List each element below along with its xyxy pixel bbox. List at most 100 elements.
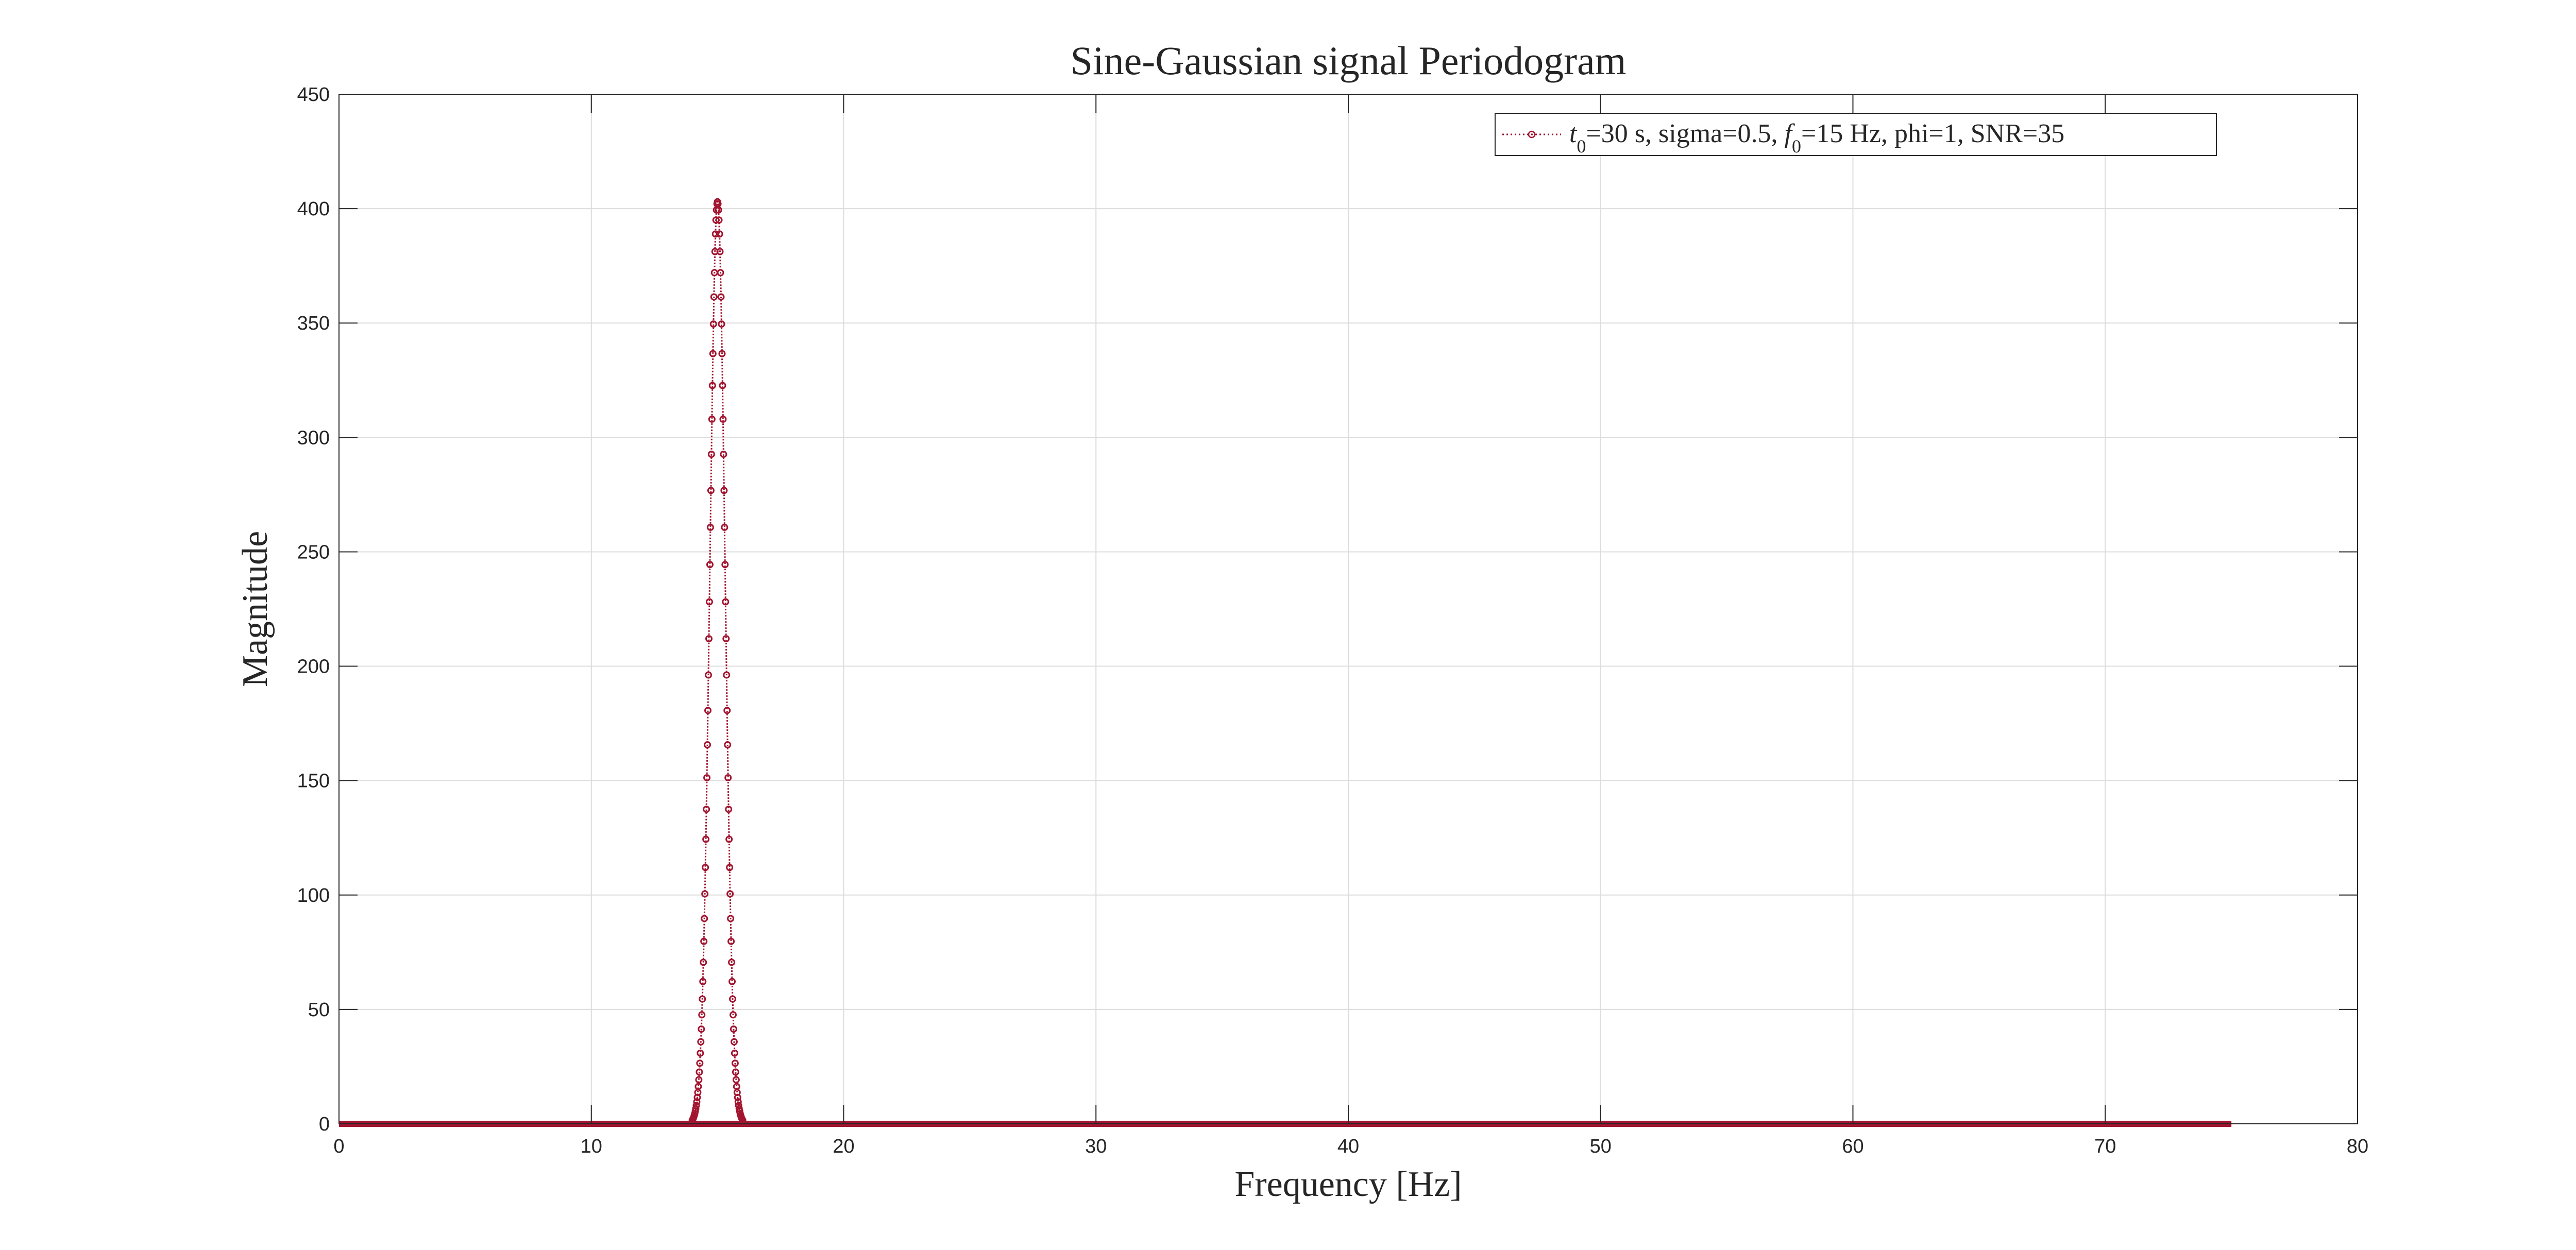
x-tick-label: 30 (1085, 1136, 1107, 1157)
data-point (704, 671, 712, 679)
data-point (709, 350, 717, 357)
data-point (692, 1105, 700, 1112)
data-point (730, 1038, 738, 1046)
x-tick-label: 10 (581, 1136, 602, 1157)
data-point (694, 1083, 702, 1090)
data-point (726, 890, 734, 898)
data-point (711, 230, 719, 238)
legend-text-part2: =15 Hz, phi=1, SNR=35 (1801, 119, 2064, 148)
data-point (698, 1025, 705, 1033)
data-point (723, 671, 731, 679)
y-tick-label: 250 (297, 541, 330, 563)
data-point (702, 835, 710, 843)
y-tick-label: 150 (297, 770, 330, 792)
data-point (708, 415, 716, 423)
x-tick-label: 50 (1590, 1136, 1612, 1157)
x-tick-label: 80 (2347, 1136, 2368, 1157)
data-point (731, 1059, 739, 1067)
y-tick-label: 50 (308, 999, 330, 1021)
data-point (704, 741, 711, 749)
data-point (727, 937, 735, 945)
data-point (693, 1098, 701, 1106)
data-point (717, 293, 725, 301)
data-point (719, 415, 727, 423)
data-point (718, 350, 726, 357)
grid-lines (339, 94, 2358, 1124)
data-point (692, 1102, 700, 1109)
data-point (720, 487, 728, 494)
data-point (710, 293, 718, 301)
data-point (720, 451, 727, 458)
data-point (722, 635, 730, 643)
data-point (730, 1025, 737, 1033)
chart-title: Sine-Gaussian signal Periodogram (1071, 38, 1626, 83)
data-point (708, 382, 716, 389)
legend-box (1495, 113, 2217, 156)
data-point (725, 806, 733, 813)
x-tick-label: 60 (1842, 1136, 1863, 1157)
data-point (719, 382, 726, 389)
data-point (700, 958, 707, 966)
data-point (707, 451, 715, 458)
data-point (703, 774, 711, 782)
data-point (705, 635, 713, 643)
data-point (707, 487, 715, 494)
legend-text-part1: =30 s, sigma=0.5, (1586, 119, 1784, 148)
data-point (706, 561, 714, 569)
data-point (697, 1038, 705, 1046)
legend-t-symbol: t (1569, 119, 1578, 148)
x-axis-label: Frequency [Hz] (1234, 1165, 1462, 1204)
data-point (701, 890, 709, 898)
data-point (728, 958, 736, 966)
data-point (715, 216, 723, 224)
data-point (709, 320, 717, 328)
data-point (702, 864, 709, 871)
y-tick-label: 300 (297, 427, 330, 449)
legend: t0=30 s, sigma=0.5, f0=15 Hz, phi=1, SNR… (1495, 113, 2217, 157)
data-point (716, 230, 723, 238)
data-point (704, 707, 712, 714)
legend-marker-sample (1528, 130, 1536, 139)
data-point (727, 915, 735, 922)
data-point (706, 523, 714, 531)
x-tick-label: 20 (833, 1136, 854, 1157)
data-point (703, 806, 710, 813)
data-point (722, 598, 730, 606)
data-point (728, 978, 736, 985)
legend-t-subscript: 0 (1577, 136, 1586, 157)
data-point (723, 707, 731, 714)
data-point (718, 320, 725, 328)
y-axis-label: Magnitude (235, 531, 275, 687)
legend-entry: t0=30 s, sigma=0.5, f0=15 Hz, phi=1, SNR… (1569, 119, 2064, 157)
data-point (725, 835, 733, 843)
data-point (724, 774, 732, 782)
data-point (700, 937, 708, 945)
data-point (729, 995, 737, 1003)
data-point (698, 1011, 706, 1019)
data-point (734, 1093, 741, 1101)
data-point (734, 1098, 742, 1106)
y-tick-label: 350 (297, 313, 330, 334)
axis-ticks: 0 10 20 30 40 50 60 70 80 0 50 100 150 200 250 300 350 40… (297, 84, 2369, 1157)
y-tick-label: 400 (297, 198, 330, 220)
data-point (721, 523, 728, 531)
x-tick-label: 70 (2094, 1136, 2116, 1157)
data-point (705, 598, 713, 606)
data-point (696, 1059, 704, 1067)
data-point (717, 269, 724, 277)
data-point (726, 864, 734, 871)
x-tick-label: 0 (333, 1136, 344, 1157)
data-point (699, 978, 707, 985)
data-point (732, 1068, 739, 1076)
data-point (729, 1011, 737, 1019)
data-point (716, 248, 724, 255)
data-point (712, 216, 720, 224)
legend-f-subscript: 0 (1792, 136, 1801, 157)
x-tick-label: 40 (1337, 1136, 1359, 1157)
data-point (739, 1117, 747, 1124)
data-point (721, 561, 729, 569)
y-tick-label: 100 (297, 885, 330, 906)
data-point (697, 1049, 704, 1057)
